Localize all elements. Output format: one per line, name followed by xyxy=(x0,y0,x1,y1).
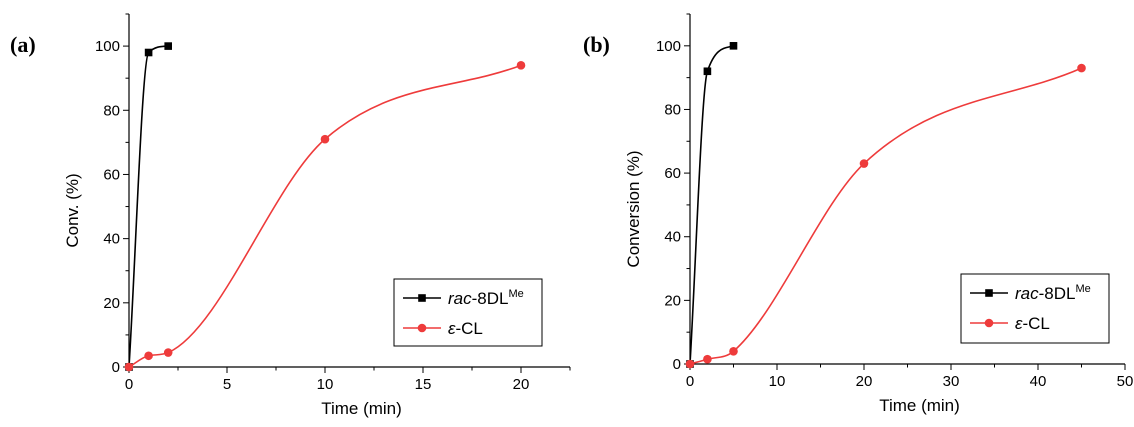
data-point xyxy=(124,362,134,372)
x-tick-label: 5 xyxy=(223,376,231,393)
legend-label: rac-8DLMe xyxy=(448,288,524,308)
series-line-rac-8dl-me xyxy=(128,45,169,368)
legend: rac-8DLMe ε-CL xyxy=(960,273,1110,344)
y-axis-title: Conv. (%) xyxy=(63,173,82,247)
legend-marker xyxy=(417,323,427,333)
data-point xyxy=(144,48,153,57)
data-point xyxy=(729,42,738,50)
legend-name-main: -CL xyxy=(455,319,482,338)
x-tick-label: 30 xyxy=(943,373,960,390)
x-tick-label: 0 xyxy=(686,373,694,390)
y-tick-label: 80 xyxy=(103,102,120,119)
y-tick-label: 60 xyxy=(664,165,681,182)
data-point xyxy=(703,67,712,76)
legend: rac-8DLMe ε-CL xyxy=(393,278,543,347)
data-point xyxy=(685,359,695,369)
y-tick-label: 0 xyxy=(112,359,120,376)
x-tick-label: 40 xyxy=(1030,373,1047,390)
legend-name-sup: Me xyxy=(508,288,523,300)
y-tick-label: 40 xyxy=(664,229,681,246)
y-tick-label: 80 xyxy=(664,101,681,118)
legend-name-prefix: ε xyxy=(448,319,456,338)
chart-panel-b: (b) 0 10 20 30 40 50 0 20 40 60 80 100 Time (min) Conv… xyxy=(583,13,1134,415)
legend-label: rac-8DLMe xyxy=(1015,283,1091,303)
x-tick-label: 50 xyxy=(1117,373,1134,390)
chart-panel-a: (a) 0 5 10 15 20 0 20 40 60 80 100 Time (min) Conv. (… xyxy=(10,13,571,418)
legend-name-prefix: rac xyxy=(448,289,472,308)
legend-box xyxy=(393,278,543,347)
x-tick-label: 10 xyxy=(317,376,334,393)
x-axis-title: Time (min) xyxy=(321,399,402,418)
x-tick-label: 20 xyxy=(513,376,530,393)
legend-name-sup: Me xyxy=(1075,283,1090,295)
data-point xyxy=(1077,63,1086,73)
y-tick-label: 60 xyxy=(103,166,120,183)
data-point xyxy=(144,351,153,361)
y-tick-label: 100 xyxy=(95,38,120,55)
legend-name-main: -8DL xyxy=(1039,284,1076,303)
data-point xyxy=(163,348,173,357)
y-tick-label: 20 xyxy=(664,292,681,309)
legend-box xyxy=(960,273,1110,344)
x-tick-label: 10 xyxy=(769,373,786,390)
legend-label: ε-CL xyxy=(1015,314,1050,333)
panel-label: (b) xyxy=(583,32,610,57)
data-point xyxy=(320,134,330,144)
data-point xyxy=(703,354,712,364)
legend-label: ε-CL xyxy=(448,319,483,338)
x-tick-label: 15 xyxy=(415,376,432,393)
legend-marker xyxy=(985,289,993,297)
x-axis-title: Time (min) xyxy=(879,396,960,415)
panel-label: (a) xyxy=(10,32,36,57)
y-tick-label: 20 xyxy=(103,295,120,312)
data-point xyxy=(516,61,526,70)
legend-name-prefix: ε xyxy=(1015,314,1023,333)
y-tick-label: 40 xyxy=(103,231,120,248)
series-line-rac-8dl-me xyxy=(689,45,734,365)
legend-name-main: -CL xyxy=(1022,314,1049,333)
y-axis-title: Conversion (%) xyxy=(624,150,643,267)
legend-name-main: -8DL xyxy=(472,289,509,308)
x-tick-label: 20 xyxy=(856,373,873,390)
data-point xyxy=(164,42,172,50)
y-tick-label: 0 xyxy=(673,356,681,373)
x-tick-label: 0 xyxy=(125,376,133,393)
y-tick-label: 100 xyxy=(656,38,681,55)
legend-name-prefix: rac xyxy=(1015,284,1039,303)
data-point xyxy=(859,159,869,168)
legend-marker xyxy=(984,318,994,328)
legend-marker xyxy=(418,294,426,302)
data-point xyxy=(729,346,738,356)
